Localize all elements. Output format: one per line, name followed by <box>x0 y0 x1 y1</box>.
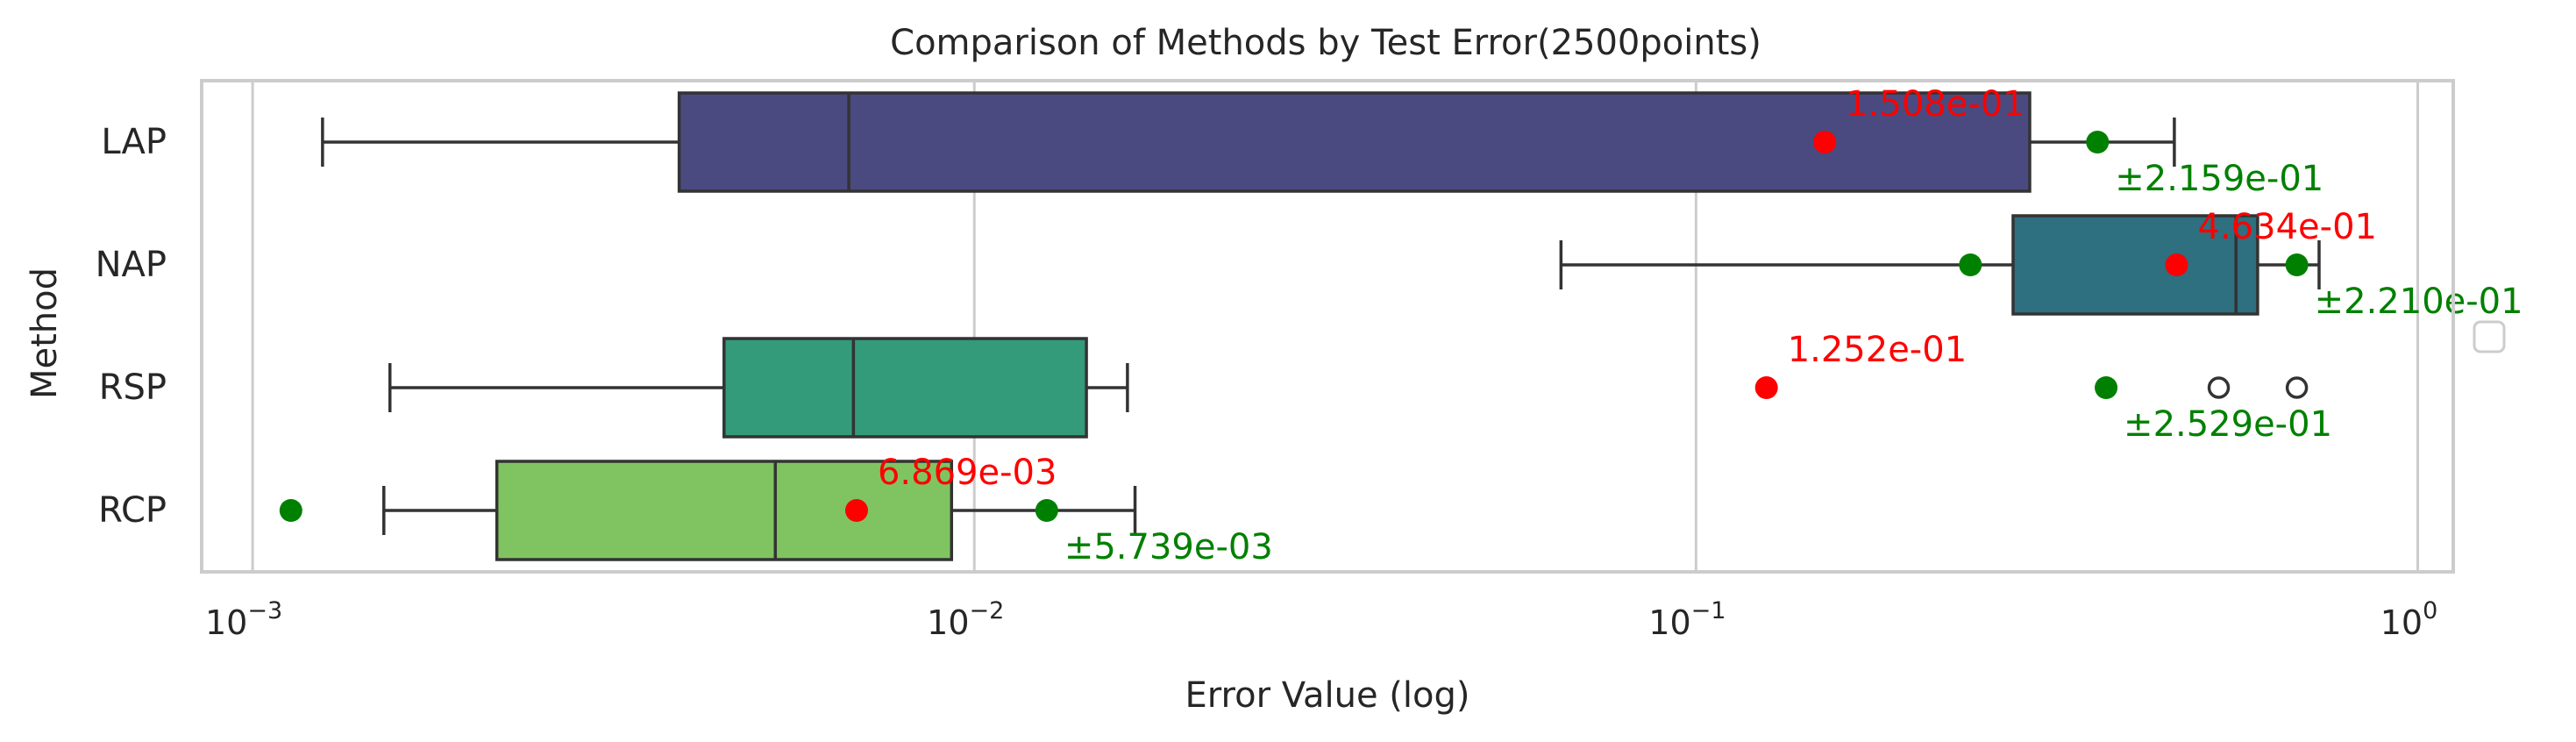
y-tick-label: NAP <box>96 245 167 285</box>
markers <box>279 131 2309 522</box>
std-label: ±5.739e-03 <box>1064 527 1273 567</box>
x-tick-base: 10 <box>205 603 247 642</box>
y-tick-label: RSP <box>99 367 167 408</box>
box-iqr <box>495 460 954 561</box>
chart-title: Comparison of Methods by Test Error(2500… <box>890 23 1761 63</box>
y-axis-label: Method <box>25 268 65 399</box>
plot-frame <box>200 79 2455 574</box>
x-tick-label: 10−3 <box>205 597 282 642</box>
mean-point <box>1813 131 1837 153</box>
outlier-point <box>2207 376 2231 399</box>
y-tick-label: LAP <box>101 122 167 162</box>
std-high-point <box>2285 253 2309 276</box>
y-tick-labels: LAP NAP RSP RCP <box>96 122 167 531</box>
annotations: 1.508e-01 ±2.159e-01 4.634e-01 ±2.210e-01 1.… <box>878 84 2523 567</box>
x-tick-base: 10 <box>1648 603 1690 642</box>
box-plot-rcp <box>382 460 1137 561</box>
x-tick-exponent: −3 <box>247 597 282 624</box>
std-label: ±2.210e-01 <box>2315 282 2523 322</box>
mean-point <box>1754 376 1778 399</box>
box-plot-lap <box>321 91 2176 193</box>
x-tick-exponent: −1 <box>1691 597 1726 624</box>
x-axis-label: Error Value (log) <box>1185 675 1470 716</box>
x-tick-labels: 10−3 10−2 10−1 100 <box>205 597 2437 642</box>
std-high-point <box>2095 376 2118 399</box>
x-tick-base: 10 <box>2380 603 2423 642</box>
outlier-point <box>2285 376 2309 399</box>
x-tick-label: 10−1 <box>1648 597 1726 642</box>
x-tick-base: 10 <box>927 603 969 642</box>
std-high-point <box>2086 131 2110 153</box>
mean-label: 1.252e-01 <box>1788 330 1967 370</box>
std-label: ±2.159e-01 <box>2115 159 2323 199</box>
x-tick-label: 100 <box>2380 597 2438 642</box>
x-tick-exponent: −2 <box>970 597 1005 624</box>
x-tick-exponent: 0 <box>2423 597 2437 624</box>
mean-label: 4.634e-01 <box>2198 207 2377 247</box>
std-low-point <box>279 499 302 522</box>
box-iqr <box>722 337 1088 439</box>
mean-label: 1.508e-01 <box>1846 84 2025 125</box>
x-tick-label: 10−2 <box>927 597 1004 642</box>
box-iqr <box>2011 214 2259 316</box>
mean-point <box>2165 253 2188 276</box>
box-plot-nap <box>1559 214 2321 316</box>
y-tick-label: RCP <box>98 490 167 531</box>
box-iqr <box>677 91 2032 193</box>
std-high-point <box>1035 499 1058 522</box>
std-low-point <box>1959 253 1982 276</box>
std-label: ±2.529e-01 <box>2124 404 2332 445</box>
mean-label: 6.869e-03 <box>878 453 1057 493</box>
box-plots <box>321 91 2321 561</box>
mean-point <box>844 499 868 522</box>
legend-box <box>2473 320 2506 353</box>
box-plot-rsp <box>388 337 2309 439</box>
